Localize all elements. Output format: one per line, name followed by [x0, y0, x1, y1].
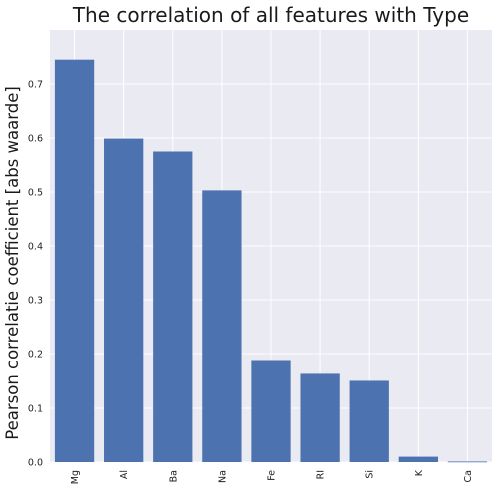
- y-tick-label: 0.0: [28, 458, 43, 469]
- bar-k: [398, 456, 438, 462]
- y-tick-label: 0.5: [28, 188, 43, 199]
- bar-ca: [447, 461, 488, 463]
- x-tick-label: Ba: [168, 470, 179, 482]
- x-tick-label: Ca: [463, 470, 474, 482]
- y-tick-label: 0.3: [28, 296, 43, 307]
- x-tick-label: Na: [217, 470, 228, 483]
- y-tick-label: 0.4: [28, 242, 43, 253]
- bar-fe: [251, 360, 291, 462]
- bar-al: [104, 138, 144, 463]
- bar-ba: [153, 151, 193, 462]
- bar-si: [349, 380, 389, 462]
- y-axis-label: Pearson correlatie coefficient [abs waar…: [3, 86, 22, 440]
- bars: [54, 59, 488, 463]
- bar-ri: [300, 373, 340, 462]
- x-axis-ticks: Mg Al Ba Na Fe RI Si K Ca: [70, 469, 474, 484]
- x-tick-label: Al: [119, 470, 130, 479]
- chart-title: The correlation of all features with Typ…: [72, 3, 469, 27]
- bar-mg: [54, 59, 95, 462]
- bar-na: [202, 190, 242, 462]
- y-tick-label: 0.7: [28, 80, 43, 91]
- x-tick-label: Si: [365, 470, 376, 479]
- y-axis-ticks: 0.0 0.1 0.2 0.3 0.4 0.5 0.6 0.7: [28, 80, 43, 469]
- y-tick-label: 0.2: [28, 350, 43, 361]
- x-tick-label: K: [414, 469, 425, 476]
- x-tick-label: Mg: [70, 470, 81, 484]
- x-tick-label: Fe: [267, 470, 278, 481]
- y-tick-label: 0.6: [28, 134, 43, 145]
- x-tick-label: RI: [316, 470, 327, 479]
- y-tick-label: 0.1: [28, 404, 43, 415]
